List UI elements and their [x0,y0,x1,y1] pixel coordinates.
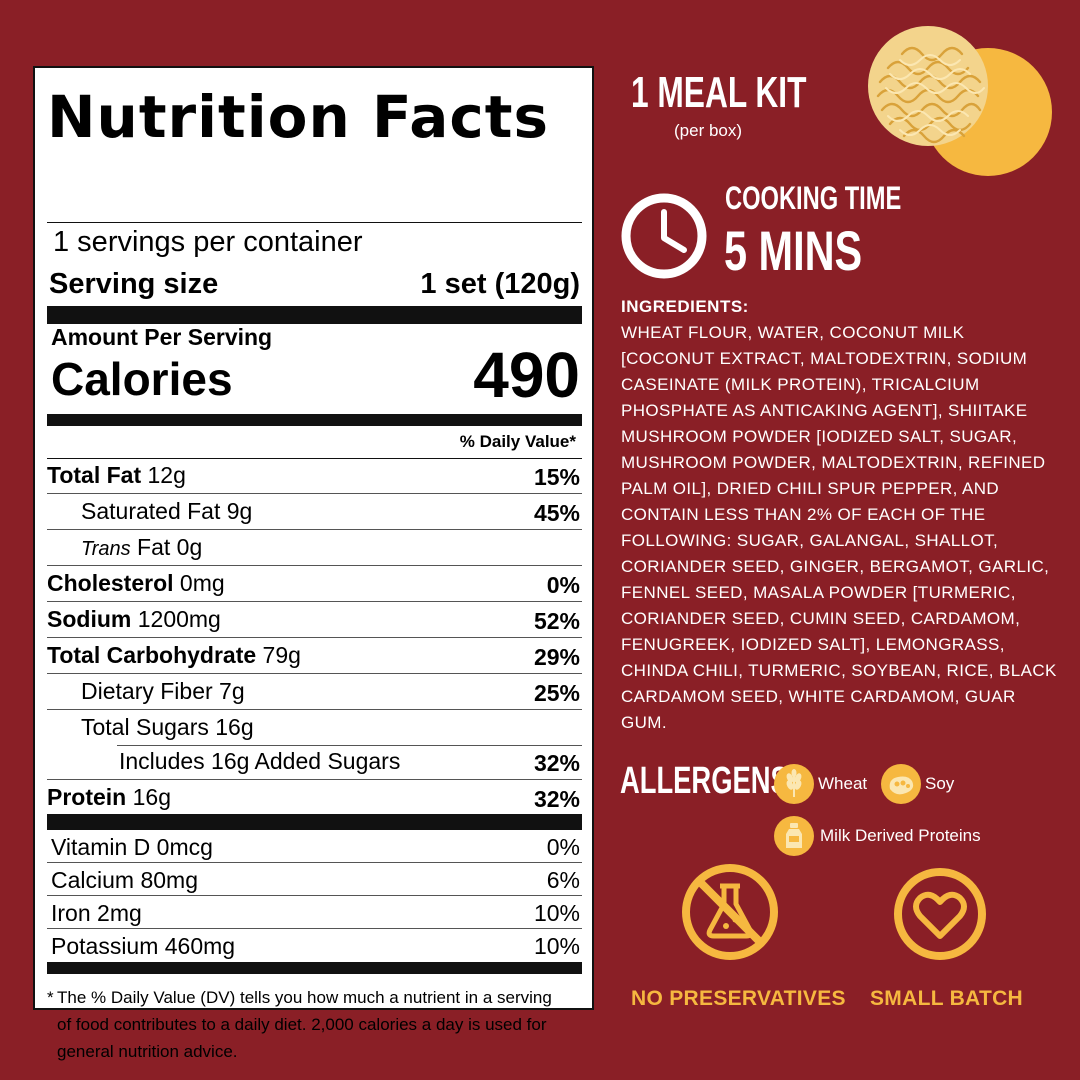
amount-per-serving: Amount Per Serving [51,324,273,350]
allergen-label: Milk Derived Proteins [820,826,981,845]
meal-kit-title: 1 MEAL KIT [631,68,807,117]
vitamin-row: Calcium 80mg 6% [47,863,582,896]
vitamin-row: Iron 2mg 10% [47,896,582,929]
label-title: Nutrition Facts [47,83,549,151]
nutrient-row: Total Carbohydrate 79g 29% [47,638,582,674]
nutrient-pct: 29% [533,644,580,670]
nutrient-name: Total Carbohydrate [47,642,257,668]
nutrient-amount: 16g [215,714,254,740]
divider [47,222,582,223]
nutrient-amount: Fat 0g [137,534,203,560]
ingredients-title: INGREDIENTS: [621,297,749,316]
serving-size-label: Serving size [49,268,219,300]
nutrient-row: Total Fat 12g 15% [47,458,582,494]
meal-kit-subtitle: (per box) [674,121,743,140]
daily-value-header: % Daily Value* [459,432,576,451]
cooking-time-label: COOKING TIME [725,180,902,216]
nutrient-amount: 79g [262,642,301,668]
calories-label: Calories [51,353,233,405]
wheat-icon [774,764,814,804]
thick-divider [47,414,582,426]
soybean-icon [881,764,921,804]
serving-size-value: 1 set (120g) [420,268,580,300]
nutrient-name: Trans [81,538,131,560]
allergens-title: ALLERGENS [620,760,789,802]
vitamin-name: Vitamin D 0mcg [51,834,213,860]
nutrient-name: Saturated Fat [81,498,221,524]
no-preservatives-label: NO PRESERVATIVES [631,987,846,1010]
vitamin-pct: 0% [546,834,580,860]
nutrient-amount: 0mg [179,570,225,596]
no-preservatives-icon [682,864,778,960]
thick-divider [47,962,582,974]
nutrient-row: Protein 16g 32% [47,780,582,816]
vitamin-pct: 10% [533,933,580,959]
nutrient-amount: 9g [226,498,253,524]
vitamin-row: Vitamin D 0mcg 0% [47,830,582,863]
thick-divider [47,814,582,830]
vitamin-pct: 10% [533,900,580,926]
nutrient-amount: 12g [147,462,186,488]
allergen-milk: Milk Derived Proteins [774,816,981,856]
nutrient-name: Cholesterol [47,570,174,596]
allergen-wheat: Wheat [774,764,867,804]
nutrient-name: Sodium [47,606,132,632]
nutrient-row: Total Sugars 16g [47,710,582,746]
nutrient-row: Includes 16g Added Sugars 32% [47,746,582,780]
clock-icon [621,193,707,279]
nutrient-pct: 52% [533,608,580,634]
allergen-soy: Soy [881,764,954,804]
nutrient-row: Sodium 1200mg 52% [47,602,582,638]
nutrient-pct: 0% [546,572,580,598]
nutrient-amount: 7g [219,678,245,704]
servings-per-container: 1 servings per container [53,226,363,258]
vitamin-pct: 6% [546,867,580,893]
vitamin-name: Iron 2mg [51,900,142,926]
vitamin-name: Calcium 80mg [51,867,198,893]
allergen-label: Wheat [818,774,868,793]
thick-divider [47,306,582,324]
nutrient-row: Cholesterol 0mg 0% [47,566,582,602]
nutrient-pct: 32% [533,750,580,776]
milk-bottle-icon [774,816,814,856]
footnote-star: * [47,988,54,1007]
nutrition-facts-label: Nutrition Facts 1 servings per container… [33,66,594,1061]
nutrient-name: Total Fat [47,462,142,488]
small-batch-label: SMALL BATCH [870,987,1024,1010]
footnote: * The % Daily Value (DV) tells you how m… [47,984,567,1065]
vitamin-name: Potassium 460mg [51,933,236,959]
nutrient-pct: 45% [533,500,580,526]
nutrient-row: Saturated Fat 9g 45% [47,494,582,530]
heart-icon [894,868,986,960]
nutrient-name: Includes 16g Added Sugars [119,748,401,774]
nutrient-pct: 15% [533,464,580,490]
vitamin-row: Potassium 460mg 10% [47,929,582,962]
ingredients-text: WHEAT FLOUR, WATER, COCONUT MILK [COCONU… [621,323,1057,732]
noodle-block-image [868,26,1052,176]
nutrient-amount: 16g [132,784,171,810]
footnote-text: The % Daily Value (DV) tells you how muc… [57,988,552,1061]
nutrient-row: Trans Fat 0g [47,530,582,566]
nutrient-row: Dietary Fiber 7g 25% [47,674,582,710]
nutrient-name: Dietary Fiber [81,678,213,704]
cooking-time-value: 5 MINS [724,219,863,282]
nutrient-pct: 32% [533,786,580,812]
nutrient-pct: 25% [533,680,580,706]
nutrient-amount: 1200mg [137,606,221,632]
divider [47,458,582,459]
nutrient-name: Total Sugars [81,714,209,740]
nutrient-name: Protein [47,784,127,810]
allergen-label: Soy [925,774,955,793]
calories-value: 490 [473,339,580,411]
